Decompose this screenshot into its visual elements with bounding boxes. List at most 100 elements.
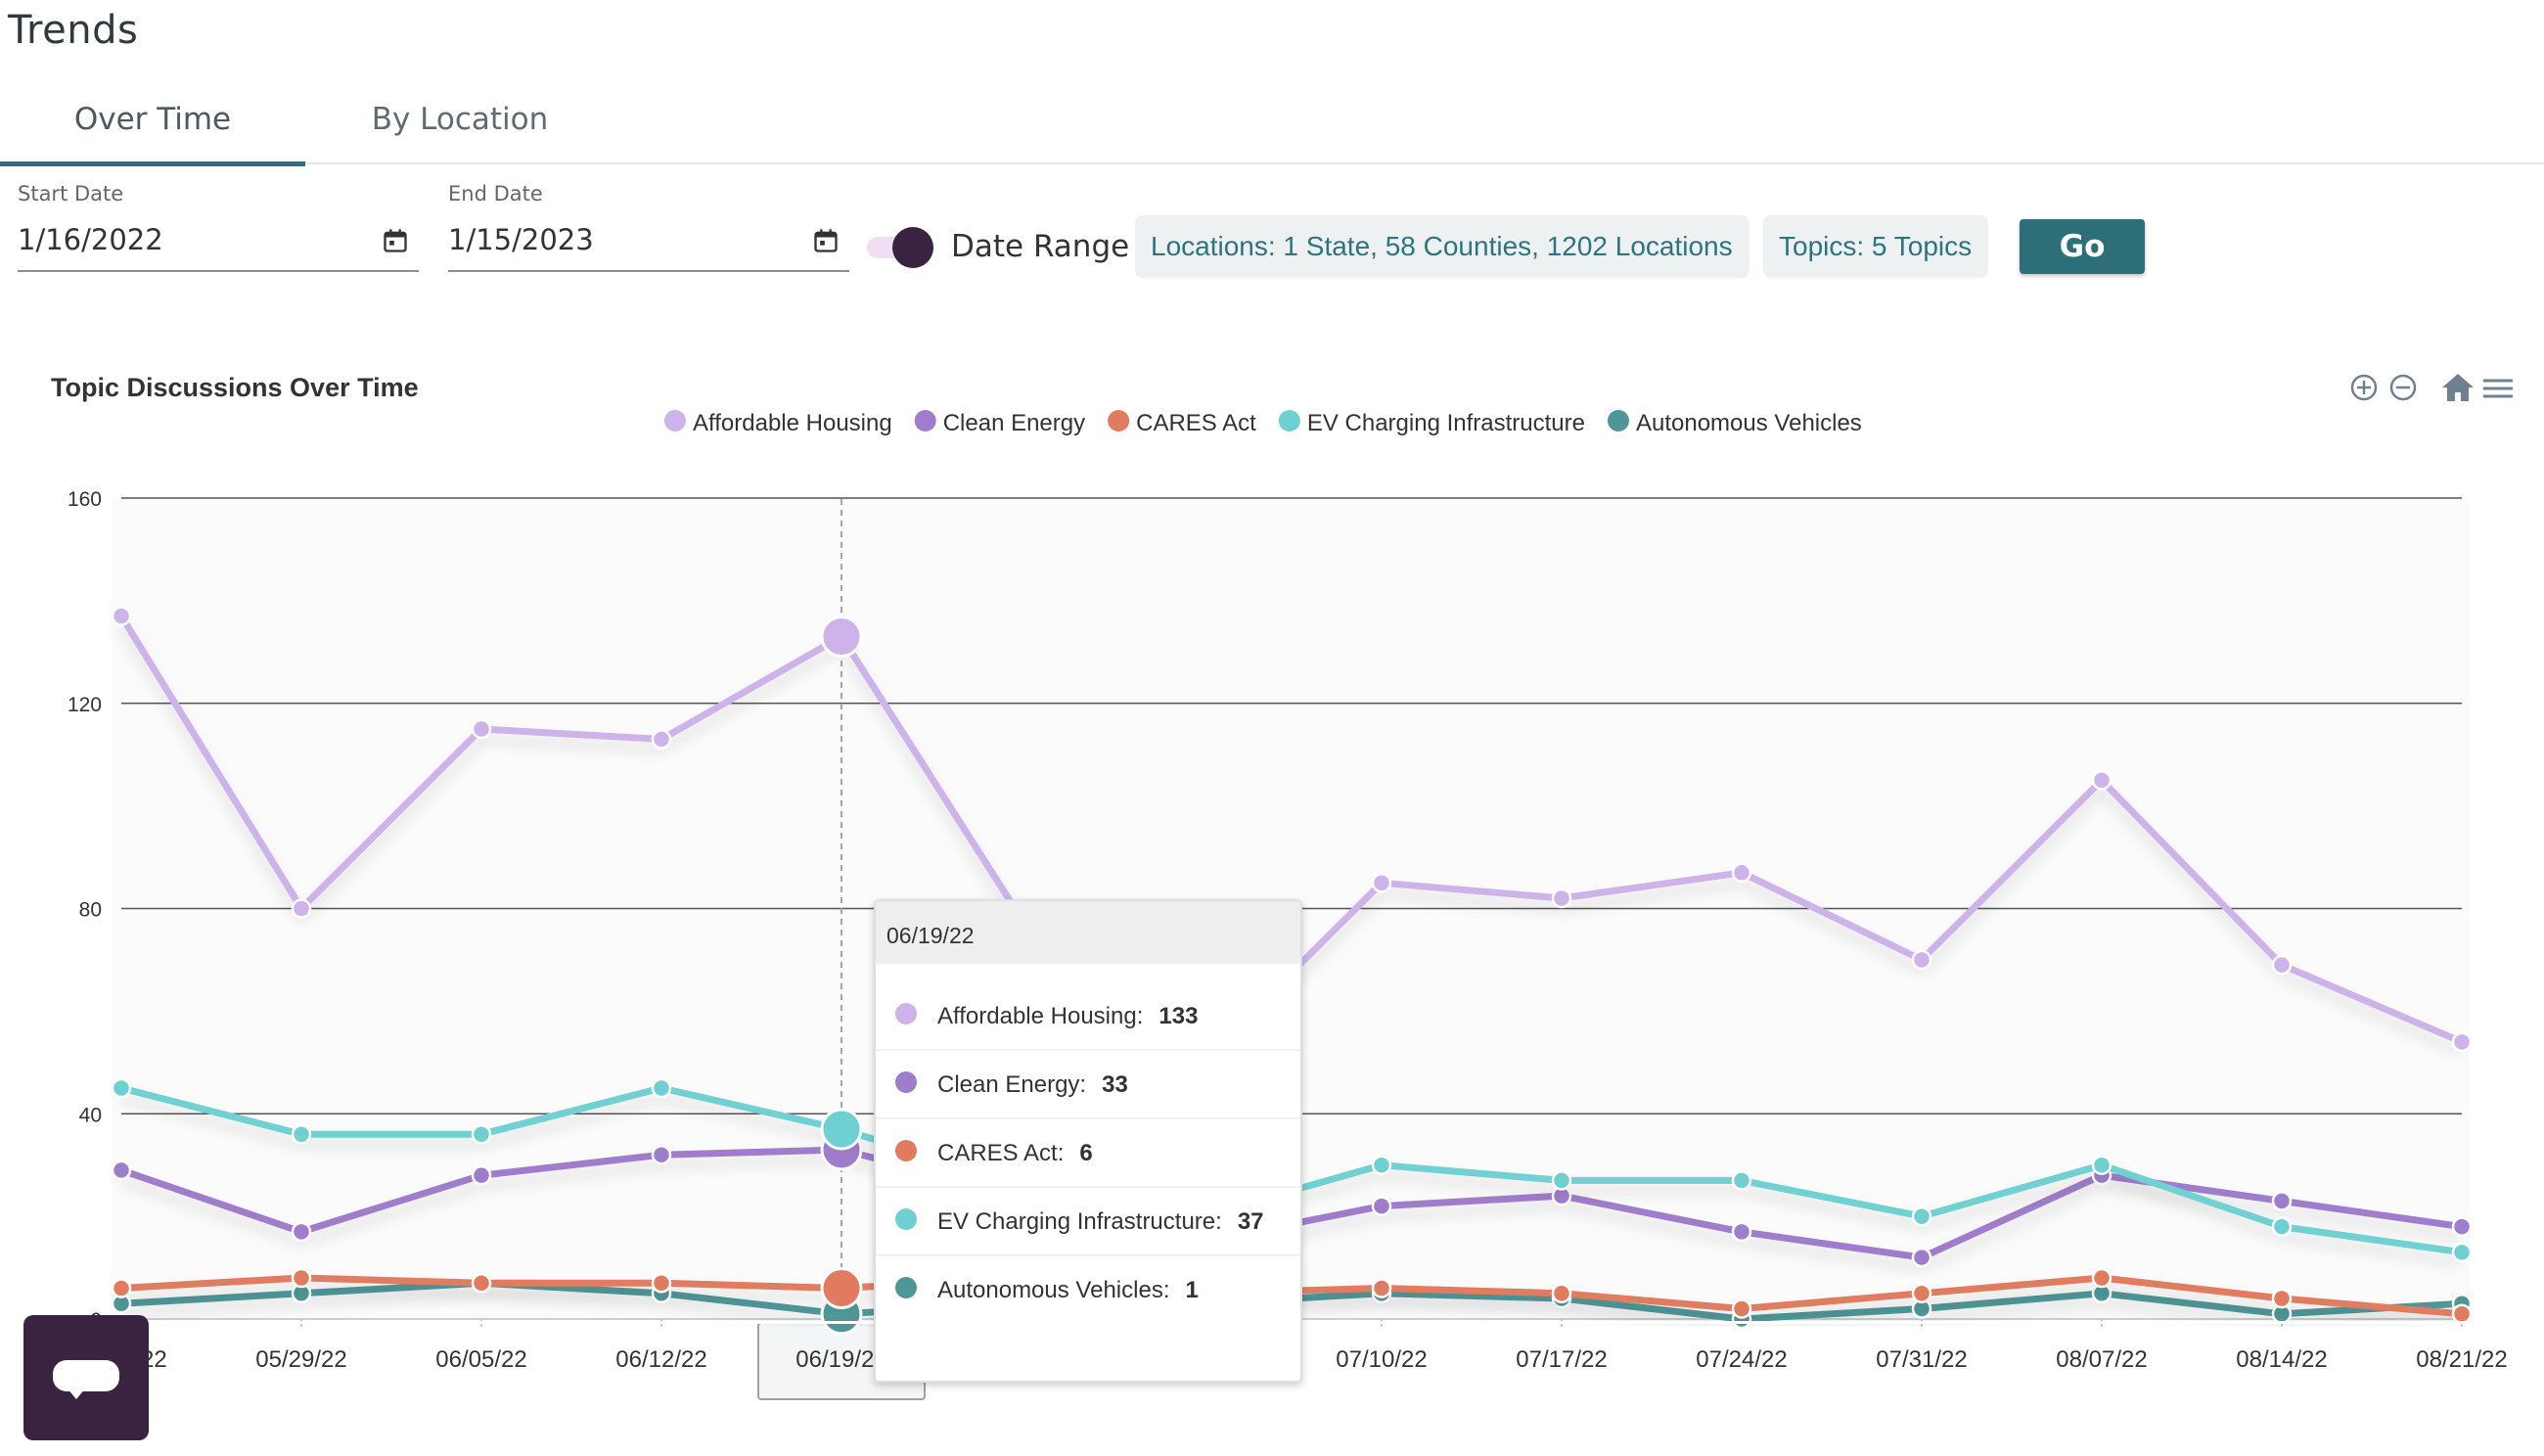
legend-label: Clean Energy	[943, 410, 1085, 436]
locations-chip[interactable]: Locations: 1 State, 58 Counties, 1202 Lo…	[1135, 215, 1749, 278]
end-date-value[interactable]: 1/15/2023	[448, 223, 594, 256]
page-title: Trends	[8, 8, 139, 53]
data-point[interactable]	[1731, 862, 1752, 884]
tooltip-label: Affordable Housing:	[937, 1003, 1143, 1029]
data-point[interactable]	[651, 1077, 672, 1099]
start-date-field[interactable]: Start Date 1/16/2022	[18, 182, 419, 272]
end-date-label: End Date	[448, 182, 543, 205]
x-tick-label: 07/24/22	[1696, 1346, 1787, 1373]
data-point[interactable]	[2451, 1031, 2473, 1053]
data-point[interactable]	[2451, 1242, 2473, 1263]
go-button[interactable]: Go	[2020, 219, 2145, 274]
tooltip-marker	[895, 1071, 917, 1093]
tooltip-label: CARES Act:	[937, 1140, 1064, 1166]
data-point[interactable]	[111, 606, 132, 626]
legend-marker	[664, 410, 686, 432]
data-point[interactable]	[1911, 1247, 1932, 1268]
data-point[interactable]	[111, 1160, 132, 1181]
legend-item[interactable]: EV Charging Infrastructure	[1278, 410, 1585, 436]
data-point[interactable]	[471, 718, 492, 740]
data-point[interactable]	[1551, 1170, 1572, 1191]
x-tick-label: 06/19/22	[795, 1346, 886, 1373]
legend-marker	[1108, 410, 1130, 432]
tooltip-value: 133	[1158, 1003, 1198, 1029]
topics-chip[interactable]: Topics: 5 Topics	[1763, 215, 1988, 278]
data-point[interactable]	[1731, 1221, 1752, 1243]
legend-label: CARES Act	[1136, 410, 1256, 436]
x-tick-label: 08/07/22	[2056, 1346, 2147, 1373]
data-point[interactable]	[1551, 1283, 1572, 1304]
data-point[interactable]	[651, 729, 672, 750]
tab-by-location[interactable]: By Location	[371, 102, 549, 137]
data-point[interactable]	[471, 1164, 492, 1186]
zoom-out-icon[interactable]	[2389, 374, 2417, 401]
chat-button[interactable]	[23, 1315, 149, 1440]
data-point[interactable]	[1731, 1298, 1752, 1319]
data-point[interactable]	[1551, 887, 1572, 909]
end-date-field[interactable]: End Date 1/15/2023	[448, 182, 849, 272]
calendar-icon[interactable]	[812, 227, 840, 254]
start-date-label: Start Date	[18, 182, 124, 205]
tooltip-marker	[895, 1003, 917, 1024]
chart-title: Topic Discussions Over Time	[51, 373, 419, 402]
data-point[interactable]	[111, 1077, 132, 1099]
data-point[interactable]	[111, 1278, 132, 1298]
data-point[interactable]	[820, 1267, 863, 1310]
date-range-toggle[interactable]	[863, 225, 935, 268]
x-tick-label: 08/21/22	[2416, 1346, 2507, 1373]
home-shape	[2442, 374, 2474, 401]
data-point[interactable]	[2091, 1267, 2112, 1289]
data-point[interactable]	[2271, 1216, 2293, 1237]
data-point[interactable]	[820, 1108, 863, 1151]
data-point[interactable]	[1911, 1283, 1932, 1304]
legend-item[interactable]: Clean Energy	[914, 410, 1085, 436]
data-point[interactable]	[1371, 1155, 1392, 1175]
data-point[interactable]	[471, 1123, 492, 1145]
y-tick-label: 40	[79, 1104, 102, 1126]
legend-item[interactable]: CARES Act	[1108, 410, 1256, 436]
tooltip-row: CARES Act: 6	[895, 1140, 1093, 1166]
data-point[interactable]	[651, 1273, 672, 1294]
legend-label: Affordable Housing	[693, 410, 892, 436]
data-point[interactable]	[2091, 1155, 2112, 1175]
start-date-value[interactable]: 1/16/2022	[18, 223, 163, 256]
data-point[interactable]	[1371, 873, 1392, 893]
data-point[interactable]	[2451, 1216, 2473, 1237]
data-point[interactable]	[2091, 770, 2112, 791]
tooltip-label: Clean Energy:	[937, 1071, 1086, 1098]
calendar-icon[interactable]	[382, 227, 409, 254]
data-point[interactable]	[820, 615, 863, 659]
data-point[interactable]	[1371, 1196, 1392, 1216]
zoom-in-icon[interactable]	[2350, 374, 2378, 401]
legend-item[interactable]: Affordable Housing	[664, 410, 892, 436]
data-point[interactable]	[2271, 954, 2293, 976]
legend-item[interactable]: Autonomous Vehicles	[1607, 410, 1862, 436]
data-point[interactable]	[471, 1273, 492, 1294]
data-point[interactable]	[2271, 1288, 2293, 1309]
legend-marker	[1278, 410, 1300, 432]
data-point[interactable]	[291, 1123, 312, 1145]
data-point[interactable]	[2271, 1191, 2293, 1211]
home-icon[interactable]	[2442, 374, 2474, 401]
data-point[interactable]	[291, 898, 312, 919]
tooltip-header-bg	[876, 901, 1300, 964]
data-point[interactable]	[2451, 1303, 2473, 1325]
data-point[interactable]	[291, 1267, 312, 1289]
legend-label: Autonomous Vehicles	[1636, 410, 1862, 436]
tooltip-marker	[895, 1208, 917, 1230]
data-point[interactable]	[1911, 949, 1932, 971]
x-tick-label: 07/31/22	[1876, 1346, 1967, 1373]
data-point[interactable]	[291, 1221, 312, 1243]
tooltip-value: 6	[1079, 1140, 1092, 1166]
data-point[interactable]	[1731, 1170, 1752, 1191]
data-point[interactable]	[1371, 1278, 1392, 1298]
tooltip-row: Affordable Housing: 133	[895, 1003, 1198, 1029]
data-point[interactable]	[651, 1144, 672, 1165]
tab-over-time[interactable]: Over Time	[0, 90, 305, 166]
tooltip-value: 33	[1102, 1071, 1128, 1098]
legend-marker	[1607, 410, 1629, 432]
data-point[interactable]	[1911, 1206, 1932, 1227]
zoom-in-ring	[2350, 374, 2378, 401]
menu-icon[interactable]	[2483, 379, 2513, 398]
toggle-knob[interactable]	[892, 227, 933, 268]
